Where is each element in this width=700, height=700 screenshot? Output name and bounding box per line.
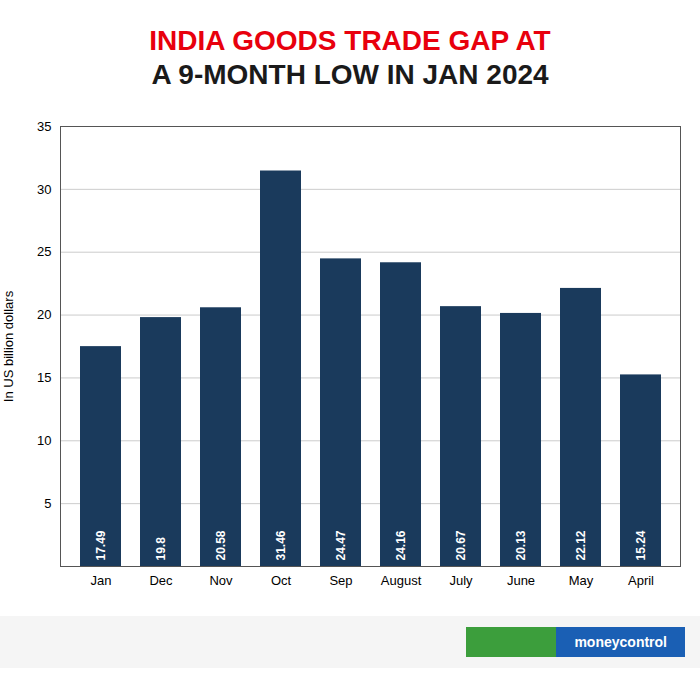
svg-text:20.67: 20.67 bbox=[454, 530, 468, 560]
svg-text:May: May bbox=[569, 573, 594, 588]
svg-text:24.16: 24.16 bbox=[394, 530, 408, 560]
svg-text:19.8: 19.8 bbox=[154, 537, 168, 561]
svg-text:31.46: 31.46 bbox=[274, 530, 288, 560]
svg-text:Oct: Oct bbox=[271, 573, 292, 588]
svg-text:Nov: Nov bbox=[209, 573, 233, 588]
svg-text:Sep: Sep bbox=[329, 573, 352, 588]
svg-text:20: 20 bbox=[37, 307, 51, 322]
svg-text:25: 25 bbox=[37, 244, 51, 259]
svg-text:30: 30 bbox=[37, 182, 51, 197]
svg-text:July: July bbox=[449, 573, 473, 588]
svg-text:15: 15 bbox=[37, 370, 51, 385]
svg-text:35: 35 bbox=[37, 119, 51, 134]
svg-text:15.24: 15.24 bbox=[634, 530, 648, 560]
svg-text:5: 5 bbox=[44, 496, 51, 511]
html-text:A 9-MONTH LOW IN JAN 2024: A 9-MONTH LOW IN JAN 2024 bbox=[151, 59, 549, 90]
svg-text:24.47: 24.47 bbox=[334, 530, 348, 560]
svg-text:August: August bbox=[381, 573, 422, 588]
svg-text:June: June bbox=[507, 573, 535, 588]
svg-text:April: April bbox=[628, 573, 654, 588]
svg-text:17.49: 17.49 bbox=[94, 530, 108, 560]
svg-text:22.12: 22.12 bbox=[574, 530, 588, 560]
svg-text:Jan: Jan bbox=[91, 573, 112, 588]
svg-text:In US billion dollars: In US billion dollars bbox=[1, 290, 16, 402]
svg-text:Dec: Dec bbox=[149, 573, 173, 588]
svg-text:20.13: 20.13 bbox=[514, 530, 528, 560]
html-text:moneycontrol: moneycontrol bbox=[574, 634, 667, 650]
html-text:INDIA GOODS TRADE GAP AT: INDIA GOODS TRADE GAP AT bbox=[149, 25, 551, 56]
svg-text:10: 10 bbox=[37, 433, 51, 448]
svg-text:20.58: 20.58 bbox=[214, 530, 228, 560]
